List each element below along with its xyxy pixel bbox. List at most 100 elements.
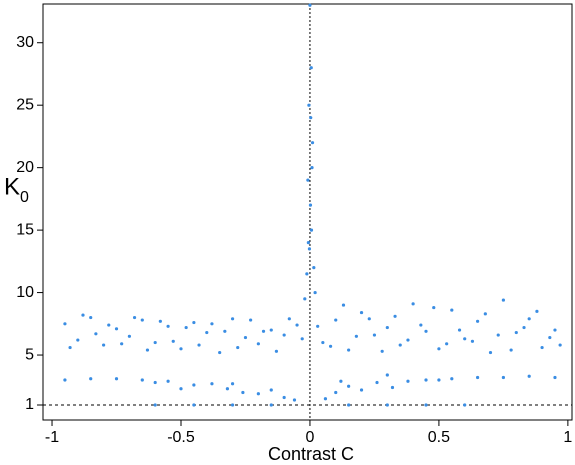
point [153, 403, 157, 407]
point [470, 339, 475, 343]
point [527, 317, 531, 321]
point [305, 272, 309, 276]
point [230, 403, 235, 407]
point [406, 379, 410, 383]
point [236, 345, 240, 350]
point [153, 380, 157, 385]
point [287, 317, 291, 321]
point [548, 335, 552, 340]
y-tick-label: 20 [16, 159, 34, 176]
y-tick-label: 5 [25, 346, 34, 363]
point [341, 303, 346, 307]
point [463, 337, 467, 341]
point [120, 342, 124, 346]
point [375, 380, 379, 385]
point [347, 384, 351, 388]
point [300, 337, 304, 341]
point [303, 297, 307, 301]
point [501, 375, 505, 380]
point [419, 323, 423, 327]
point [514, 330, 518, 335]
point [476, 319, 480, 323]
x-tick-label: 0 [305, 429, 314, 446]
point [94, 332, 98, 336]
point [323, 397, 328, 401]
point [540, 345, 544, 350]
point [132, 315, 137, 320]
point [432, 305, 436, 310]
point [310, 141, 315, 145]
point [256, 342, 260, 346]
point [256, 392, 260, 396]
point [225, 387, 230, 391]
point [424, 329, 428, 333]
point [437, 378, 441, 382]
x-tick-label: -0.5 [167, 429, 195, 446]
point [292, 398, 297, 402]
point [372, 333, 377, 337]
y-tick-label: 1 [25, 396, 34, 413]
point [179, 387, 183, 391]
point [390, 385, 395, 390]
point [306, 241, 311, 245]
point [463, 403, 467, 407]
point [553, 328, 557, 332]
point [192, 383, 196, 387]
point [398, 343, 402, 347]
point [218, 350, 222, 355]
point [230, 382, 235, 386]
point [197, 343, 201, 347]
point [308, 3, 312, 7]
point [145, 348, 150, 352]
point [457, 328, 462, 332]
point [316, 324, 320, 328]
point [313, 290, 317, 295]
y-axis-label-sub: 0 [20, 189, 29, 206]
point [424, 378, 428, 382]
point [107, 323, 111, 327]
point [102, 343, 106, 347]
y-axis-label: K [4, 173, 20, 200]
point [241, 390, 245, 395]
point [140, 378, 144, 382]
point [309, 116, 313, 120]
point [483, 312, 487, 316]
point [488, 350, 493, 355]
point [166, 324, 170, 328]
point [347, 403, 351, 407]
point [210, 322, 214, 326]
point [261, 329, 266, 333]
point [205, 330, 209, 335]
point [308, 203, 313, 207]
point [192, 403, 196, 407]
point [553, 375, 557, 380]
point [535, 309, 539, 313]
point [393, 314, 397, 318]
point [527, 374, 531, 378]
point [89, 315, 93, 320]
point [312, 265, 316, 270]
point [249, 318, 253, 322]
point [307, 247, 312, 251]
plot-frame [42, 3, 573, 421]
point [310, 166, 314, 170]
y-tick-label: 10 [16, 284, 34, 301]
point [230, 317, 235, 321]
point [406, 338, 410, 342]
point [114, 377, 119, 381]
x-tick-label: 1 [563, 429, 572, 446]
point [158, 319, 162, 323]
point [339, 379, 343, 383]
point [501, 298, 505, 302]
point [210, 382, 214, 386]
point [328, 344, 333, 348]
x-tick-label: 0.5 [428, 429, 450, 446]
point [496, 333, 500, 337]
point [81, 313, 85, 317]
point [295, 323, 299, 327]
point [274, 349, 279, 353]
y-tick-label: 15 [16, 221, 34, 238]
x-tick-label: -1 [45, 429, 59, 446]
point [450, 308, 454, 312]
